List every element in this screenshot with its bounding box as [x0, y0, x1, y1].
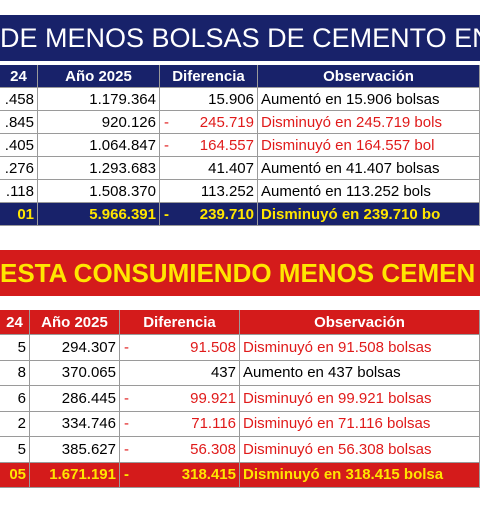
cell-prev: 5 [0, 335, 30, 361]
cell-note: Disminuyó en 239.710 bo [258, 203, 480, 226]
cell-note: Aumento en 437 bolsas [240, 360, 480, 386]
row: .845 920.126- 245.719 Disminuyó en 245.719 … [0, 111, 480, 134]
cell-note: Disminuyó en 91.508 bolsas [240, 335, 480, 361]
header-cell: Diferencia [120, 310, 240, 335]
cell-year: 1.293.683 [38, 157, 160, 180]
cell-note: Disminuyó en 164.557 bol [258, 134, 480, 157]
cell-diff: 41.407 [160, 157, 258, 180]
cell-prev: 05 [0, 462, 30, 488]
diff-sign: - [124, 338, 129, 356]
cell-prev: .276 [0, 157, 38, 180]
cell-year: 370.065 [30, 360, 120, 386]
cell-note: Disminuyó en 71.116 bolsas [240, 411, 480, 437]
cell-prev: .845 [0, 111, 38, 134]
cell-year: 334.746 [30, 411, 120, 437]
cell-note: Disminuyó en 56.308 bolsas [240, 437, 480, 463]
diff-value: 318.415 [181, 466, 236, 484]
cell-year: 286.445 [30, 386, 120, 412]
diff-value: 15.906 [208, 90, 254, 108]
cell-year: 1.064.847 [38, 134, 160, 157]
cell-diff: - 56.308 [120, 437, 240, 463]
diff-sign: - [124, 466, 129, 484]
cell-prev: 2 [0, 411, 30, 437]
header-cell: Observación [258, 65, 480, 88]
cell-prev: .405 [0, 134, 38, 157]
cell-diff: - 239.710 [160, 203, 258, 226]
total-row: 05 1.671.191- 318.415 Disminuyó en 318.415 … [0, 462, 480, 488]
row: .276 1.293.683 41.407 Aumentó en 41.407 bol… [0, 157, 480, 180]
cell-year: 1.508.370 [38, 180, 160, 203]
cell-year: 1.671.191 [30, 462, 120, 488]
diff-sign: - [164, 136, 169, 154]
row: 5 385.627- 56.308 Disminuyó en 56.308 bolsa… [0, 437, 480, 463]
cell-note: Disminuyó en 318.415 bolsa [240, 462, 480, 488]
diff-sign: - [124, 415, 129, 433]
row: 8 370.065 437 Aumento en 437 bolsas [0, 360, 480, 386]
cell-prev: .118 [0, 180, 38, 203]
cell-year: 1.179.364 [38, 88, 160, 111]
header-row: 24 Año 2025 Diferencia Observación [0, 310, 480, 335]
cell-diff: - 318.415 [120, 462, 240, 488]
cell-diff: - 164.557 [160, 134, 258, 157]
row: 2 334.746- 71.116 Disminuyó en 71.116 bolsa… [0, 411, 480, 437]
diff-value: 99.921 [190, 389, 236, 407]
cell-note: Aumentó en 41.407 bolsas [258, 157, 480, 180]
header-cell: Diferencia [160, 65, 258, 88]
cell-year: 294.307 [30, 335, 120, 361]
header-cell: 24 [0, 65, 38, 88]
header-row: 24 Año 2025 Diferencia Observación [0, 65, 480, 88]
diff-value: 245.719 [199, 113, 254, 131]
cell-diff: 15.906 [160, 88, 258, 111]
cell-diff: 437 [120, 360, 240, 386]
diff-value: 239.710 [199, 205, 254, 223]
diff-value: 41.407 [208, 159, 254, 177]
cell-year: 385.627 [30, 437, 120, 463]
header-cell: Año 2025 [38, 65, 160, 88]
cell-diff: - 245.719 [160, 111, 258, 134]
cell-diff: - 71.116 [120, 411, 240, 437]
row: .118 1.508.370 113.252 Aumentó en 113.252 b… [0, 180, 480, 203]
cell-diff: 113.252 [160, 180, 258, 203]
total-row: 01 5.966.391- 239.710 Disminuyó en 239.710 … [0, 203, 480, 226]
diff-value: 71.116 [191, 415, 236, 433]
banner-title: ESTA CONSUMIENDO MENOS CEMEN [0, 250, 480, 296]
cell-note: Aumentó en 15.906 bolsas [258, 88, 480, 111]
cell-prev: 5 [0, 437, 30, 463]
banner-title: DE MENOS BOLSAS DE CEMENTO EN BO [0, 15, 480, 61]
cell-note: Disminuyó en 245.719 bols [258, 111, 480, 134]
header-cell: Año 2025 [30, 310, 120, 335]
row: .405 1.064.847- 164.557 Disminuyó en 164.55… [0, 134, 480, 157]
diff-value: 113.252 [200, 182, 254, 200]
diff-sign: - [164, 113, 169, 131]
row: .458 1.179.364 15.906 Aumentó en 15.906 bol… [0, 88, 480, 111]
cell-note: Aumentó en 113.252 bols [258, 180, 480, 203]
cell-note: Disminuyó en 99.921 bolsas [240, 386, 480, 412]
header-cell: Observación [240, 310, 480, 335]
diff-value: 56.308 [190, 440, 236, 458]
cell-diff: - 91.508 [120, 335, 240, 361]
diff-value: 164.557 [199, 136, 254, 154]
diff-value: 91.508 [190, 338, 236, 356]
cell-prev: 01 [0, 203, 38, 226]
row: 6 286.445- 99.921 Disminuyó en 99.921 bolsa… [0, 386, 480, 412]
cell-diff: - 99.921 [120, 386, 240, 412]
cell-prev: 6 [0, 386, 30, 412]
diff-value: 437 [210, 364, 236, 382]
header-cell: 24 [0, 310, 30, 335]
cell-year: 5.966.391 [38, 203, 160, 226]
cell-prev: .458 [0, 88, 38, 111]
diff-sign: - [124, 440, 129, 458]
row: 5 294.307- 91.508 Disminuyó en 91.508 bolsa… [0, 335, 480, 361]
diff-sign: - [124, 389, 129, 407]
cell-prev: 8 [0, 360, 30, 386]
diff-sign: - [164, 205, 169, 223]
cell-year: 920.126 [38, 111, 160, 134]
